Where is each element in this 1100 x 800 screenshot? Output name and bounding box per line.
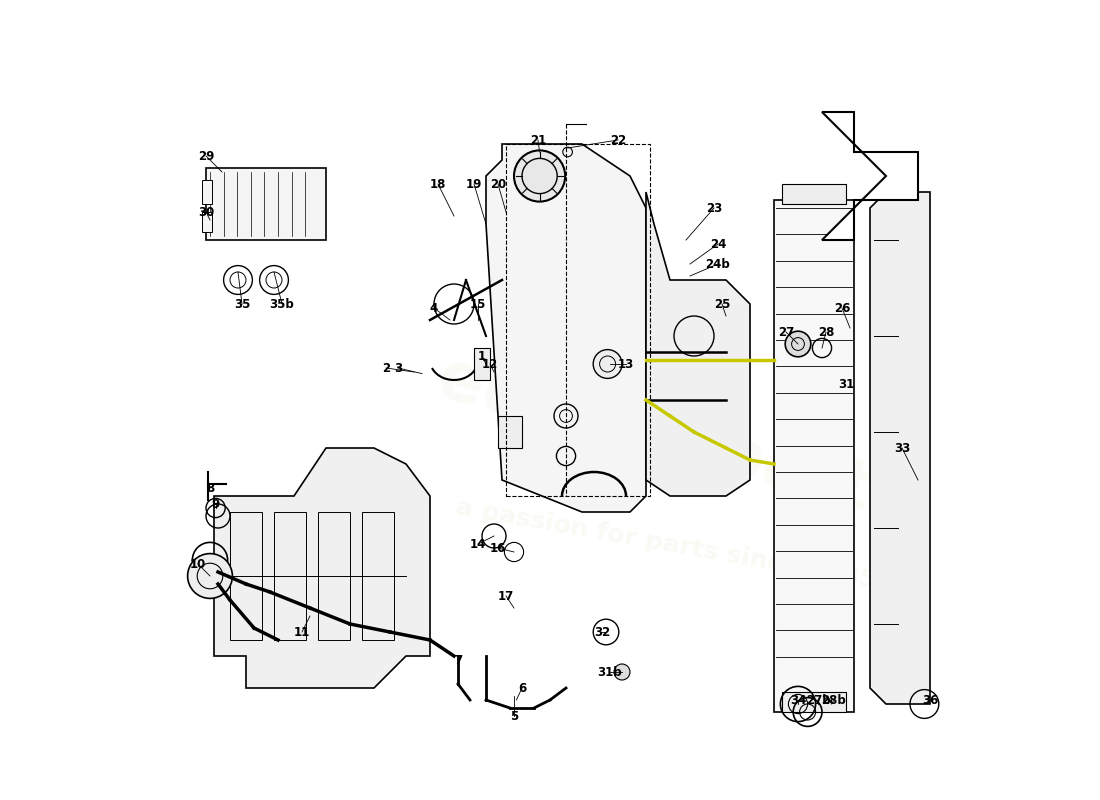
Text: 8: 8 bbox=[206, 482, 214, 494]
Text: 27: 27 bbox=[778, 326, 794, 338]
Text: 14: 14 bbox=[470, 538, 486, 550]
Bar bbox=[230, 512, 262, 640]
Text: a passion for parts since 1985: a passion for parts since 1985 bbox=[454, 495, 878, 593]
Text: 22: 22 bbox=[609, 134, 626, 146]
Text: 11: 11 bbox=[294, 626, 310, 638]
Text: 3: 3 bbox=[394, 362, 403, 374]
Text: 23: 23 bbox=[706, 202, 722, 214]
Polygon shape bbox=[870, 192, 930, 704]
Text: 30: 30 bbox=[198, 206, 214, 218]
Text: 13: 13 bbox=[618, 358, 634, 370]
Text: 31: 31 bbox=[838, 378, 854, 390]
Bar bbox=[362, 512, 394, 640]
Text: 33: 33 bbox=[894, 442, 910, 454]
Bar bbox=[206, 168, 326, 240]
Text: 28b: 28b bbox=[822, 694, 846, 706]
Text: 4: 4 bbox=[430, 302, 438, 314]
Text: 36: 36 bbox=[922, 694, 938, 706]
Bar bbox=[202, 212, 211, 232]
Text: 35: 35 bbox=[234, 298, 250, 310]
Bar bbox=[782, 692, 846, 712]
Text: 6: 6 bbox=[518, 682, 526, 694]
Polygon shape bbox=[214, 448, 430, 688]
Bar bbox=[474, 348, 490, 380]
Text: 26: 26 bbox=[834, 302, 850, 314]
Text: 32: 32 bbox=[594, 626, 610, 638]
Polygon shape bbox=[646, 192, 750, 496]
Text: 27b: 27b bbox=[805, 694, 830, 706]
Text: 20: 20 bbox=[490, 178, 506, 190]
Text: 28: 28 bbox=[817, 326, 834, 338]
Circle shape bbox=[614, 664, 630, 680]
Text: eurocarparts: eurocarparts bbox=[430, 346, 916, 534]
Text: 35b: 35b bbox=[270, 298, 295, 310]
Text: 24: 24 bbox=[710, 238, 726, 250]
Bar bbox=[274, 512, 306, 640]
Bar bbox=[202, 180, 211, 204]
Text: 9: 9 bbox=[211, 498, 220, 510]
Text: 10: 10 bbox=[190, 558, 206, 570]
Text: 5: 5 bbox=[510, 710, 518, 722]
Text: 34: 34 bbox=[790, 694, 806, 706]
Text: 24b: 24b bbox=[705, 258, 730, 270]
Circle shape bbox=[188, 554, 232, 598]
Bar bbox=[774, 200, 854, 712]
Text: 12: 12 bbox=[482, 358, 498, 370]
Bar bbox=[506, 144, 650, 496]
Text: 17: 17 bbox=[498, 590, 514, 602]
Text: 29: 29 bbox=[198, 150, 214, 162]
Bar bbox=[318, 512, 350, 640]
Circle shape bbox=[514, 150, 565, 202]
Circle shape bbox=[593, 350, 622, 378]
Text: 7: 7 bbox=[454, 654, 462, 666]
Text: 25: 25 bbox=[714, 298, 730, 310]
Text: 18: 18 bbox=[430, 178, 447, 190]
Bar bbox=[498, 416, 522, 448]
Text: 19: 19 bbox=[465, 178, 482, 190]
Bar bbox=[782, 184, 846, 204]
Text: 21: 21 bbox=[530, 134, 546, 146]
Text: 2: 2 bbox=[382, 362, 390, 374]
Polygon shape bbox=[486, 144, 646, 512]
Text: 31b: 31b bbox=[597, 666, 623, 678]
Text: 15: 15 bbox=[470, 298, 486, 310]
Circle shape bbox=[785, 331, 811, 357]
Text: 1: 1 bbox=[477, 350, 486, 362]
Polygon shape bbox=[822, 112, 918, 240]
Text: 16: 16 bbox=[490, 542, 506, 554]
